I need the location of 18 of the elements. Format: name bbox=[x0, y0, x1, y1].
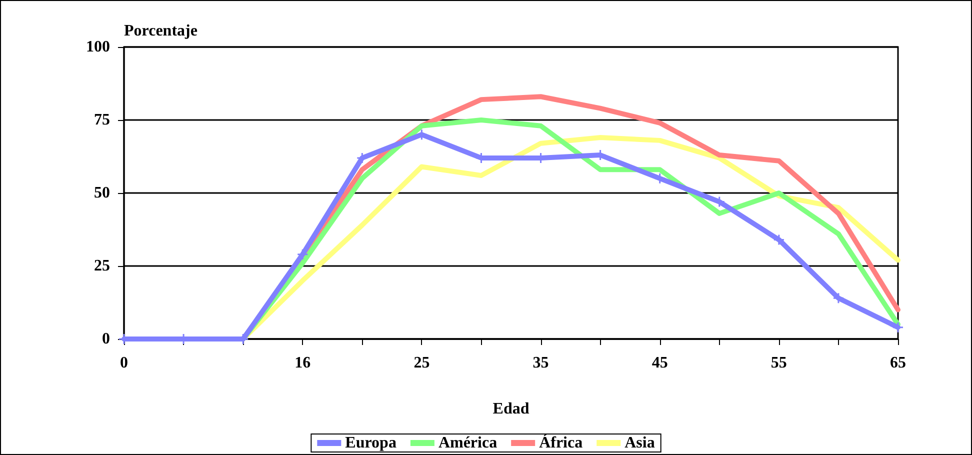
legend-label: Europa bbox=[345, 434, 396, 452]
x-tick-label: 16 bbox=[294, 354, 311, 372]
x-tick-label: 45 bbox=[652, 354, 668, 372]
x-tick-label: 55 bbox=[770, 354, 787, 372]
y-tick-label: 50 bbox=[94, 184, 110, 202]
y-tick-label: 25 bbox=[94, 258, 110, 274]
x-tick-label: 0 bbox=[120, 354, 128, 372]
legend-label: Asia bbox=[624, 434, 655, 452]
legend-label: África bbox=[539, 434, 583, 452]
x-tick-label: 65 bbox=[890, 354, 906, 372]
y-tick-label: 75 bbox=[94, 112, 110, 128]
y-axis-title: Porcentaje bbox=[124, 22, 198, 40]
legend-label: América bbox=[438, 434, 498, 452]
y-tick-label: 100 bbox=[86, 38, 110, 56]
y-tick-label: 0 bbox=[102, 330, 110, 348]
x-tick-label: 25 bbox=[414, 354, 430, 372]
x-axis-title: Edad bbox=[492, 400, 530, 418]
x-tick-label: 35 bbox=[532, 354, 549, 372]
